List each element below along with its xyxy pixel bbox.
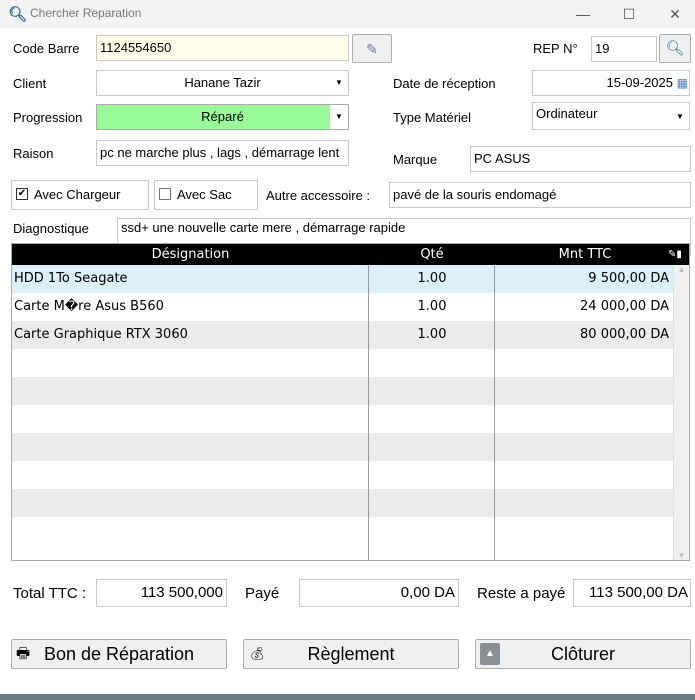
checkbox-box-icon[interactable] [159,188,171,200]
column-divider [368,265,369,560]
vertical-scrollbar[interactable]: ▲ ▼ [673,265,689,560]
marque-label: Marque [393,152,438,167]
client-label: Client [13,76,47,91]
paye-input[interactable]: 0,00 DA [299,579,459,607]
column-header[interactable]: Mnt TTC [558,247,612,262]
reste-label: Reste a payé [477,585,566,602]
scroll-up-icon[interactable]: ▲ [677,265,686,274]
cloturer-label: Clôturer [550,644,616,664]
chevron-down-icon[interactable]: ▼ [330,71,348,95]
client-value: Hanane Tazir [184,75,261,90]
table-header: Désignation Qté Mnt TTC ✎▮ [12,244,689,265]
type-label: Type Matériel [393,110,472,125]
raison-input[interactable]: pc ne marche plus , lags , démarrage len… [96,140,349,166]
type-combo[interactable]: Ordinateur ▼ [532,102,690,130]
date-value: 15-09-2025 [606,75,674,90]
mnt-cell: 9 500,00 DA [588,271,669,286]
total-input[interactable]: 113 500,000 [96,579,227,607]
mnt-cell: 80 000,00 DA [580,327,669,342]
bon-label: Bon de Réparation [43,644,195,664]
scroll-down-icon[interactable]: ▼ [677,551,686,560]
code-barre-input[interactable]: 1124554650 [96,35,349,61]
mnt-cell: 24 000,00 DA [580,299,669,314]
minimize-button[interactable]: — [576,6,590,22]
code-barre-label: Code Barre [13,41,80,56]
bon-reparation-button[interactable]: 🖶 Bon de Réparation [11,639,227,669]
paye-label: Payé [245,585,280,602]
column-header[interactable]: Désignation [151,247,230,262]
search-icon: 🔍︎ [665,40,685,57]
qte-cell: 1.00 [417,327,447,342]
checkmark-icon[interactable]: ✔ [16,188,28,200]
close-button[interactable]: ✕ [669,6,681,22]
qte-cell: 1.00 [417,299,447,314]
chevron-down-icon[interactable]: ▼ [671,103,689,129]
column-divider [494,265,495,560]
table-tools-icon[interactable]: ✎▮ [668,249,682,260]
table-row[interactable]: Carte M�re Asus B560 1.00 24 000,00 DA [12,293,673,321]
designation-cell: Carte M�re Asus B560 [14,299,164,314]
window-title: Chercher Reparation [30,6,142,20]
designation-cell: Carte Graphique RTX 3060 [14,327,188,342]
parts-table: Désignation Qté Mnt TTC ✎▮ HDD 1To Seaga… [11,243,690,561]
upload-icon: ▲ [480,643,500,665]
table-row[interactable] [12,489,673,517]
table-row[interactable] [12,349,673,377]
total-label: Total TTC : [13,585,87,602]
progression-label: Progression [13,110,83,125]
sac-checkbox[interactable]: Avec Sac [154,180,258,210]
type-value: Ordinateur [536,106,598,121]
barcode-scan-button[interactable]: ✎ [352,34,392,63]
maximize-button[interactable]: ☐ [622,6,636,22]
date-input[interactable]: 15-09-2025 ▦ [532,70,690,96]
pen-icon: ✎ [366,41,378,57]
table-row[interactable]: Carte Graphique RTX 3060 1.00 80 000,00 … [12,321,673,349]
search-rep-button[interactable]: 🔍︎ [659,34,691,63]
money-bag-icon: 💰︎ [249,646,266,661]
printer-icon: 🖶 [16,645,31,662]
autre-input[interactable]: pavé de la souris endomagé [389,182,691,208]
reglement-button[interactable]: 💰︎ Règlement [243,639,459,669]
rep-input[interactable]: 19 [591,36,657,62]
sac-label: Avec Sac [177,187,232,202]
taskbar-edge [0,694,695,700]
progression-value: Réparé [201,109,244,124]
raison-label: Raison [13,146,54,161]
reste-input[interactable]: 113 500,00 DA [573,579,691,607]
search-icon: 🔍︎ [8,6,28,23]
progression-combo[interactable]: Réparé ▼ [96,104,349,130]
table-row[interactable]: HDD 1To Seagate 1.00 9 500,00 DA [12,265,673,293]
date-label: Date de réception [393,76,496,91]
column-header[interactable]: Qté [420,247,444,262]
table-row[interactable] [12,433,673,461]
title-bar [0,0,695,28]
chargeur-checkbox[interactable]: ✔ Avec Chargeur [11,180,149,210]
table-row[interactable] [12,461,673,489]
diagnostique-label: Diagnostique [13,221,89,236]
reglement-label: Règlement [307,644,395,664]
table-row[interactable] [12,517,673,545]
rep-label: REP N° [533,41,578,56]
calendar-icon[interactable]: ▦ [676,76,688,90]
table-row[interactable] [12,405,673,433]
designation-cell: HDD 1To Seagate [14,271,128,286]
chevron-down-icon[interactable]: ▼ [330,105,348,129]
marque-input[interactable]: PC ASUS [470,146,691,172]
autre-label: Autre accessoire : [266,188,371,203]
chargeur-label: Avec Chargeur [34,187,121,202]
qte-cell: 1.00 [417,271,447,286]
table-row[interactable] [12,377,673,405]
cloturer-button[interactable]: ▲ Clôturer [475,639,691,669]
client-combo[interactable]: Hanane Tazir ▼ [96,70,349,96]
